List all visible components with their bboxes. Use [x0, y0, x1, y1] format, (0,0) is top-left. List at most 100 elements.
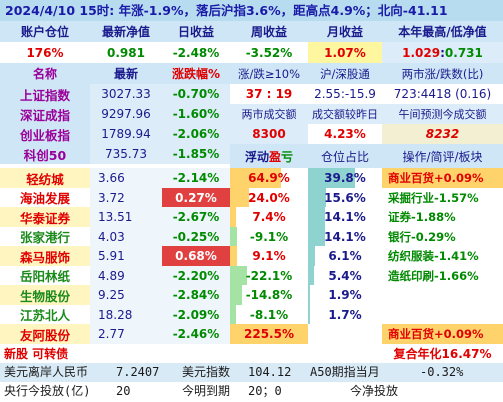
index-latest: 735.73	[90, 144, 162, 164]
index-latest: 3027.33	[90, 84, 162, 104]
stock-pnl-bar: 9.1%	[230, 246, 308, 266]
stock-pnl-fill	[230, 246, 237, 266]
annualized-return: 复合年化16.47%	[393, 347, 492, 361]
index-name[interactable]: 科创50	[0, 144, 90, 164]
index-col6: 午间预测今成交额	[382, 104, 503, 124]
stock-price: 18.28	[90, 305, 162, 324]
stock-price: 3.72	[90, 188, 162, 207]
stock-ratio-text: 39.8%	[324, 171, 366, 185]
index-name[interactable]: 深证成指	[0, 104, 90, 124]
stock-ratio-text: 1.9%	[328, 288, 362, 302]
index-name[interactable]: 上证指数	[0, 84, 90, 104]
stock-name[interactable]: 森马服饰	[0, 246, 90, 266]
year-low-value: 0.731	[444, 45, 483, 60]
index-change: -1.60%	[162, 104, 230, 124]
stock-sector-note: 证券-1.88%	[388, 210, 456, 224]
stock-sector-note: 采掘行业-1.57%	[388, 190, 479, 205]
cnh-label: 美元离岸人民币	[4, 365, 89, 379]
stock-pnl-text: -9.1%	[249, 229, 289, 244]
index-col5: 2.55:-15.9	[314, 87, 376, 101]
stock-ratio-fill	[308, 266, 314, 285]
stock-pnl-bar: -22.1%	[230, 266, 308, 285]
stock-price: 9.25	[90, 285, 162, 305]
position-ratio-header: 仓位占比	[308, 144, 382, 168]
label-daily-return: 日收益	[162, 21, 230, 42]
stock-ratio-bar: 14.1%	[308, 207, 382, 227]
floating-pnl-header: 浮动盈亏	[230, 144, 308, 168]
index-change: -2.06%	[162, 124, 230, 144]
label-year-high-low: 本年最高/低净值	[382, 21, 503, 42]
col-change-header: 涨跌幅%	[162, 63, 230, 84]
index-col5: 成交额较昨日	[308, 104, 382, 124]
label-weekly-return: 周收益	[230, 21, 308, 42]
stock-change: -2.67%	[162, 207, 230, 227]
net-injection-label: 今净投放	[350, 384, 399, 398]
stock-price: 4.89	[90, 266, 162, 285]
stock-ratio-bar	[308, 324, 382, 344]
index-col4: 两市成交额	[230, 104, 308, 124]
stock-pnl-text: -8.1%	[249, 307, 289, 322]
stock-ratio-fill	[308, 227, 325, 246]
stock-pnl-fill	[230, 285, 242, 305]
stock-ratio-bar: 1.9%	[308, 285, 382, 305]
stock-ratio-text: 14.1%	[324, 210, 366, 224]
stock-name[interactable]: 张家港行	[0, 227, 90, 246]
a50-value: -0.32%	[420, 365, 464, 379]
stock-change: -0.25%	[162, 227, 230, 246]
stock-name[interactable]: 华泰证券	[0, 207, 90, 227]
stock-change: 0.27%	[162, 188, 230, 207]
fx-footer: 美元离岸人民币 7.2407 美元指数 104.12 A50期指当月 -0.32…	[0, 363, 503, 382]
stock-pnl-text: 64.9%	[248, 171, 290, 185]
floating-pnl-label-c: 亏	[281, 149, 294, 164]
stock-pnl-fill	[230, 324, 308, 344]
stock-name[interactable]: 轻纺城	[0, 168, 90, 188]
stock-ratio-text: 1.7%	[328, 307, 362, 322]
stock-sector-note: 商业百货+0.09%	[382, 168, 503, 188]
stock-sector-note: 纺织服装-1.41%	[388, 249, 479, 263]
col-name-header: 名称	[0, 63, 90, 84]
index-col6: 8232	[382, 124, 503, 144]
stock-name[interactable]: 生物股份	[0, 285, 90, 305]
stock-ratio-bar: 15.6%	[308, 188, 382, 207]
cnh-value: 7.2407	[116, 365, 160, 379]
stock-pnl-bar: -9.1%	[230, 227, 308, 246]
stock-sector-note	[382, 305, 503, 324]
stock-pnl-fill	[230, 227, 237, 246]
stock-ratio-fill	[308, 168, 355, 188]
stock-ratio-bar: 39.8%	[308, 168, 382, 188]
stock-name[interactable]: 江苏北人	[0, 305, 90, 324]
stock-ratio-fill	[308, 188, 326, 207]
stock-pnl-fill	[230, 305, 236, 324]
stock-pnl-text: -22.1%	[245, 268, 293, 283]
nav-value: 0.981	[107, 45, 145, 60]
pboc-value: 20	[116, 384, 131, 398]
stock-pnl-fill	[230, 266, 247, 285]
stock-name[interactable]: 海油发展	[0, 188, 90, 207]
index-name[interactable]: 创业板指	[0, 124, 90, 144]
index-latest: 9297.96	[90, 104, 162, 124]
stock-ratio-text: 14.1%	[324, 229, 366, 244]
stock-change: -2.20%	[162, 266, 230, 285]
year-high-low-separator: :	[440, 45, 445, 60]
stock-name[interactable]: 友阿股份	[0, 324, 90, 344]
stock-pnl-text: 9.1%	[252, 249, 286, 263]
pboc-label: 央行今投放(亿)	[4, 384, 91, 398]
stock-ratio-text: 15.6%	[324, 190, 366, 205]
stock-sector-note	[382, 285, 503, 305]
maturity-label: 今明到期	[182, 384, 231, 398]
stock-pnl-fill	[230, 168, 281, 188]
new-share-line[interactable]: 新股 可转债	[4, 347, 69, 361]
stock-pnl-text: 225.5%	[244, 327, 294, 341]
stock-name[interactable]: 岳阳林纸	[0, 266, 90, 285]
index-col5: 4.23%	[324, 127, 366, 141]
stock-ratio-fill	[308, 246, 315, 266]
stock-pnl-bar: 225.5%	[230, 324, 308, 344]
stock-pnl-bar: -14.8%	[230, 285, 308, 305]
position-value: 176%	[26, 45, 64, 60]
floating-pnl-label-b: 盈	[268, 149, 281, 164]
dxy-label: 美元指数	[182, 365, 231, 379]
stock-price: 4.03	[90, 227, 162, 246]
year-high-value: 1.029	[402, 45, 441, 60]
col-connect-header: 沪/深股通	[308, 63, 382, 84]
